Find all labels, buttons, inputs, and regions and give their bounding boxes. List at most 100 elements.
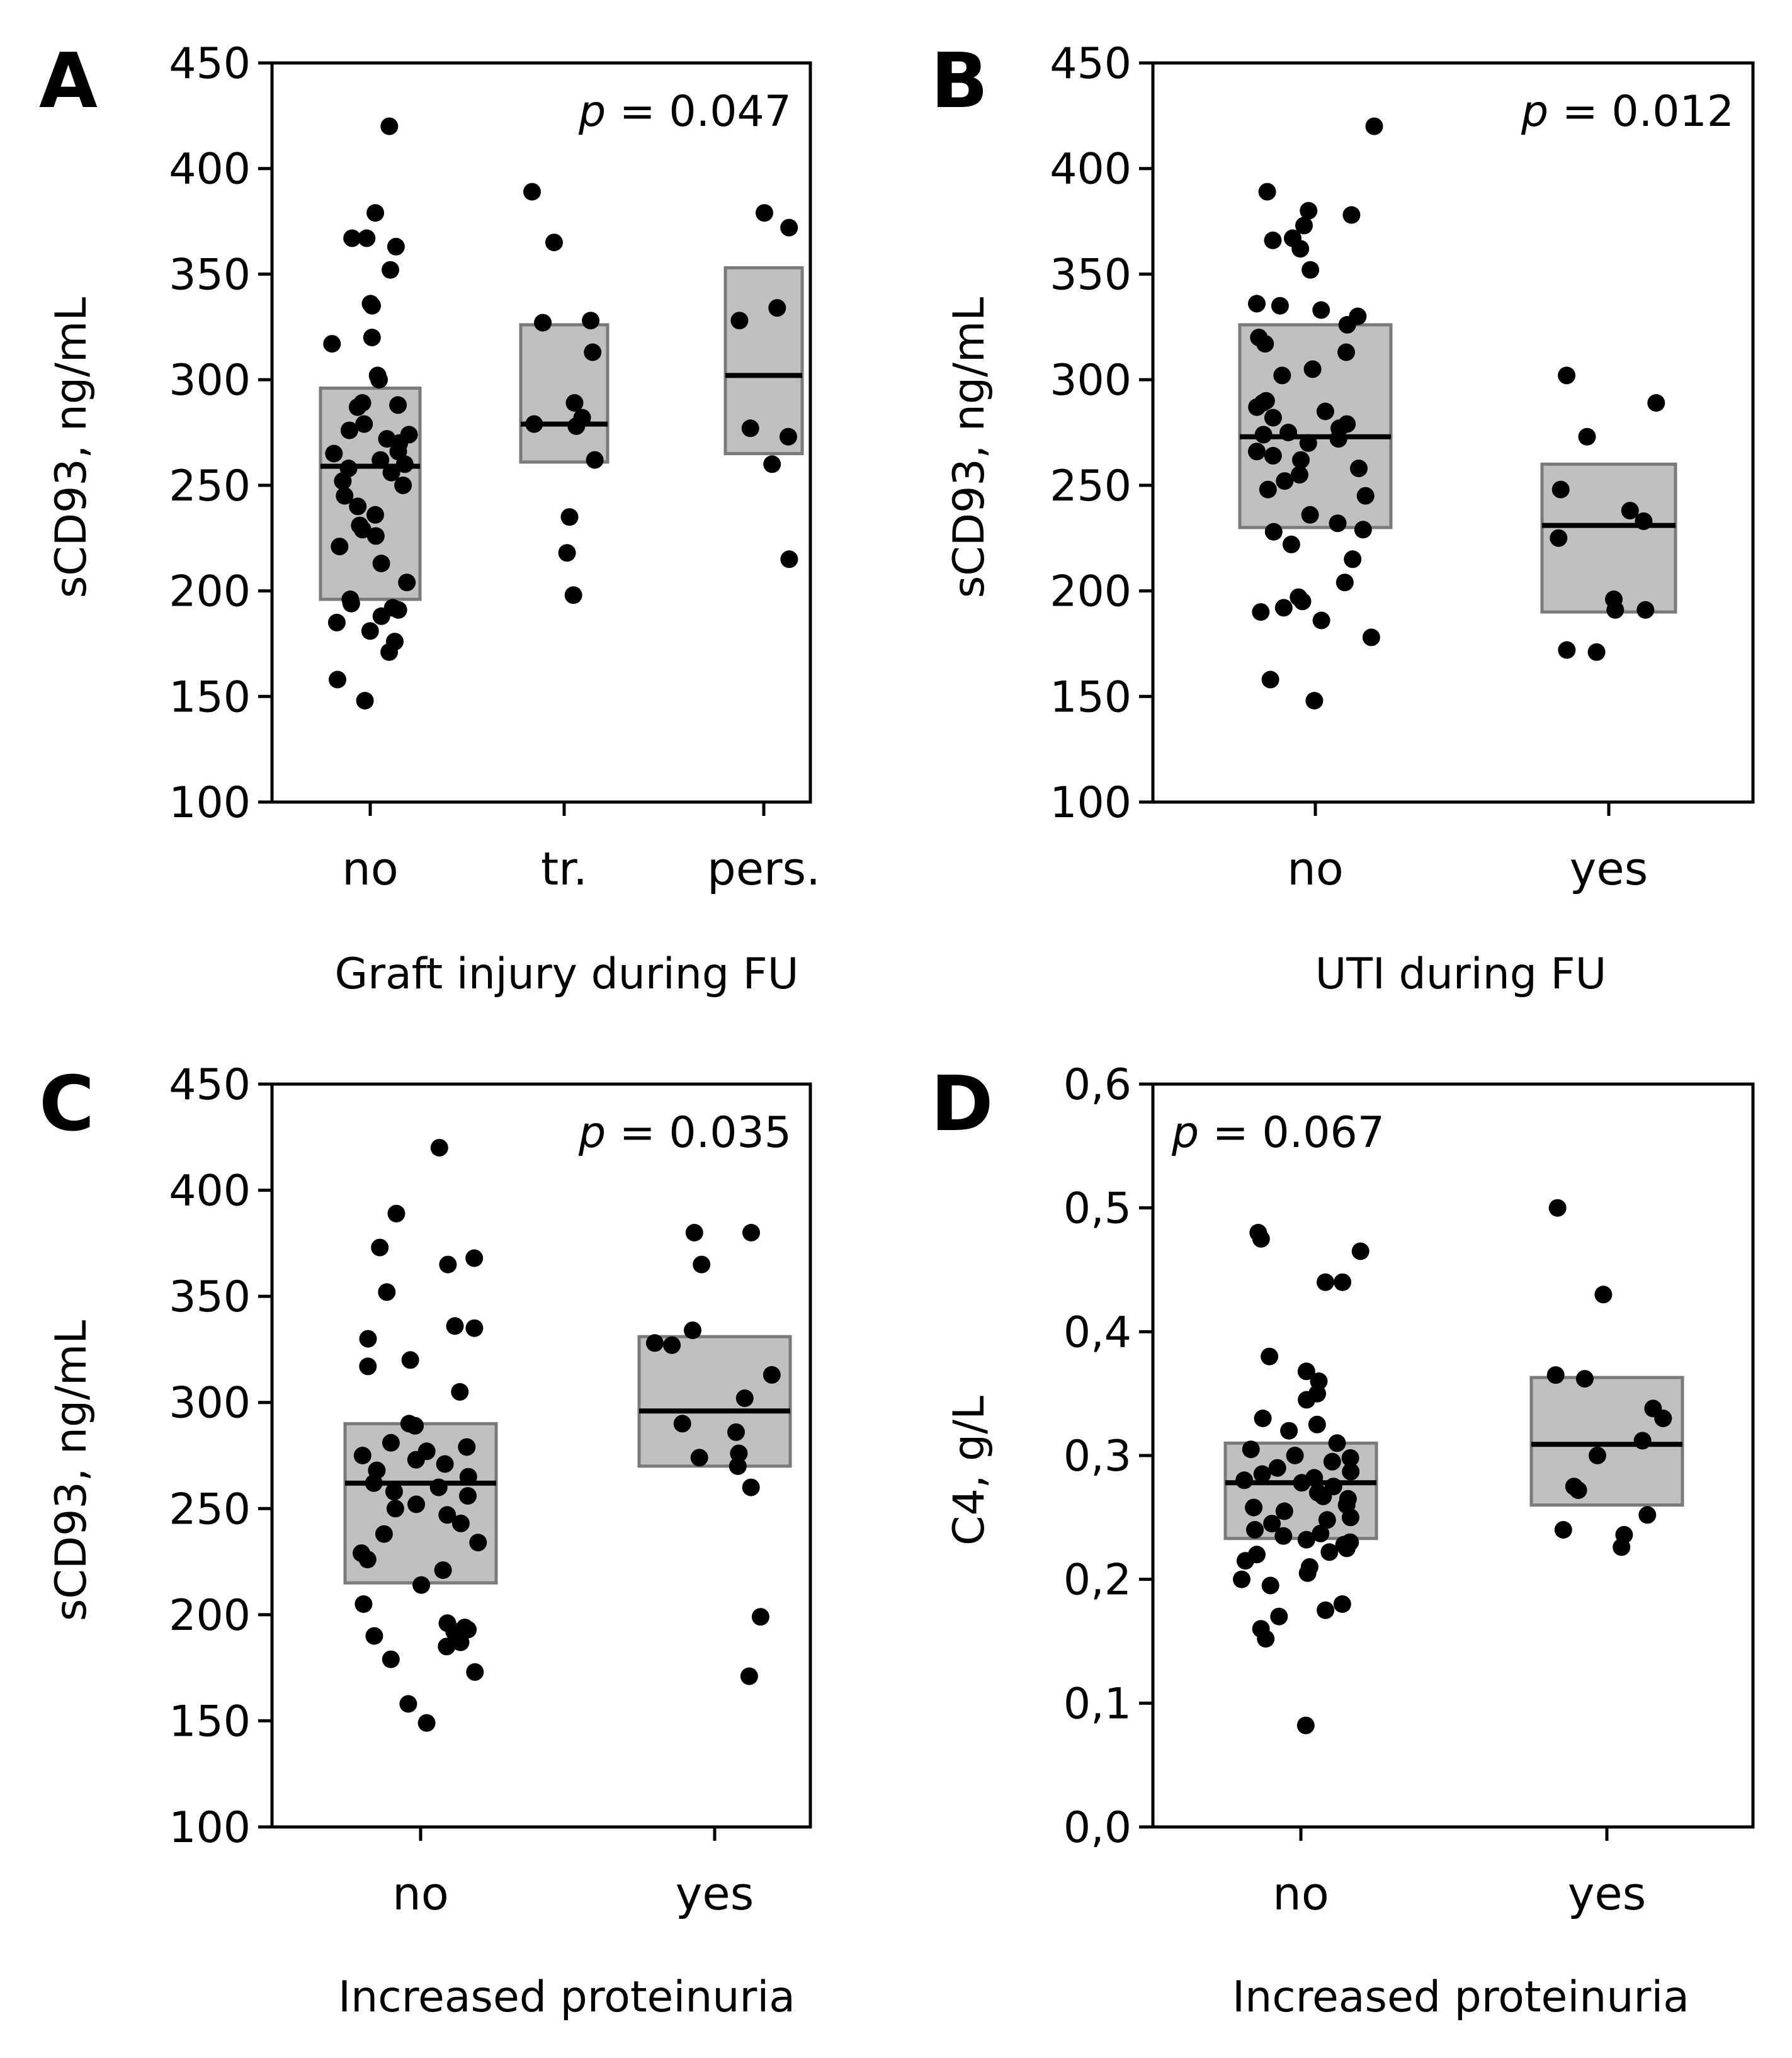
data-point bbox=[343, 229, 361, 247]
data-point bbox=[386, 1500, 404, 1518]
y-tick-label: 100 bbox=[1050, 778, 1131, 828]
data-point bbox=[327, 613, 346, 631]
data-point bbox=[380, 643, 399, 661]
y-tick-label: 250 bbox=[169, 461, 251, 511]
y-tick-label: 350 bbox=[169, 1272, 251, 1322]
data-point bbox=[1253, 1465, 1271, 1483]
data-point bbox=[370, 371, 388, 389]
data-point bbox=[1351, 1242, 1370, 1260]
data-point bbox=[334, 472, 352, 490]
data-point bbox=[1303, 360, 1322, 378]
data-point bbox=[1314, 1487, 1332, 1505]
data-point bbox=[1312, 1524, 1330, 1542]
y-tick-label: 400 bbox=[1050, 145, 1131, 195]
y-axis-title: sCD93, ng/mL bbox=[944, 297, 994, 598]
p-value-prefix: p bbox=[578, 87, 606, 137]
data-point bbox=[1312, 301, 1330, 319]
data-point bbox=[1236, 1552, 1254, 1570]
data-point bbox=[1569, 1481, 1587, 1500]
p-value-text: = 0.047 bbox=[606, 87, 791, 137]
data-point bbox=[756, 204, 773, 222]
y-tick-label: 0,5 bbox=[1063, 1184, 1131, 1234]
data-point bbox=[1334, 1273, 1352, 1291]
y-tick-label: 200 bbox=[1050, 567, 1131, 617]
data-point bbox=[407, 1450, 425, 1469]
y-tick-label: 0,3 bbox=[1063, 1432, 1131, 1481]
data-point bbox=[564, 586, 582, 604]
p-value-annotation: p = 0.047 bbox=[578, 87, 791, 137]
y-tick-label: 450 bbox=[169, 39, 251, 89]
data-point bbox=[331, 538, 349, 556]
data-point bbox=[1298, 1564, 1317, 1582]
data-point bbox=[1589, 1447, 1606, 1464]
plot-frame bbox=[270, 1082, 812, 1829]
data-point bbox=[417, 1714, 436, 1732]
y-axis-title: sCD93, ng/mL bbox=[47, 297, 96, 598]
data-point bbox=[401, 1351, 419, 1369]
data-point bbox=[1257, 1630, 1275, 1648]
data-point bbox=[1300, 201, 1318, 220]
data-point bbox=[584, 343, 602, 361]
data-point bbox=[358, 1551, 377, 1569]
panel-letter: C bbox=[39, 1061, 94, 1148]
data-point bbox=[372, 607, 390, 625]
data-point bbox=[412, 1576, 431, 1594]
y-tick-label: 100 bbox=[169, 1803, 251, 1853]
data-point bbox=[1264, 231, 1282, 249]
x-axis-title: UTI during FU bbox=[1315, 949, 1607, 999]
data-point bbox=[1341, 1508, 1359, 1527]
data-point bbox=[741, 419, 759, 438]
data-point bbox=[465, 1319, 484, 1337]
x-category-label: yes bbox=[1568, 1867, 1646, 1920]
data-point bbox=[436, 1455, 454, 1473]
x-category-label: yes bbox=[1570, 842, 1648, 895]
y-tick-label: 250 bbox=[169, 1484, 251, 1534]
data-point bbox=[407, 1495, 426, 1513]
data-point bbox=[1328, 1434, 1346, 1452]
y-tick-label: 300 bbox=[169, 356, 251, 405]
data-point bbox=[1362, 628, 1380, 647]
data-point bbox=[380, 117, 399, 135]
p-value-annotation: p = 0.035 bbox=[578, 1108, 791, 1158]
p-value-prefix: p bbox=[1171, 1108, 1199, 1158]
data-point bbox=[353, 1447, 371, 1464]
data-point bbox=[354, 1595, 373, 1613]
data-point bbox=[1248, 295, 1266, 313]
y-tick-label: 150 bbox=[1050, 672, 1131, 722]
data-point bbox=[1264, 523, 1283, 541]
data-point bbox=[434, 1561, 452, 1580]
data-point bbox=[438, 1637, 456, 1656]
data-point bbox=[325, 444, 343, 463]
data-point bbox=[1365, 117, 1383, 135]
data-point bbox=[1350, 460, 1368, 477]
y-tick-label: 150 bbox=[169, 672, 251, 722]
data-point bbox=[1558, 366, 1576, 385]
y-axis-title: sCD93, ng/mL bbox=[47, 1320, 96, 1621]
data-point bbox=[1613, 1538, 1631, 1556]
data-point bbox=[1312, 611, 1330, 630]
data-point bbox=[558, 544, 576, 562]
data-point bbox=[366, 204, 385, 222]
y-tick-label: 450 bbox=[169, 1060, 251, 1110]
y-tick-label: 400 bbox=[169, 145, 251, 195]
x-category-label: no bbox=[342, 842, 399, 895]
x-category-label: tr. bbox=[541, 842, 587, 895]
data-point bbox=[385, 1483, 403, 1501]
data-point bbox=[1261, 1576, 1279, 1595]
data-point bbox=[366, 527, 385, 545]
data-point bbox=[1329, 514, 1347, 533]
p-value-text: = 0.067 bbox=[1199, 1108, 1385, 1158]
data-point bbox=[340, 421, 358, 439]
data-point bbox=[382, 1650, 400, 1668]
data-point bbox=[523, 183, 541, 201]
panel-letter: D bbox=[931, 1061, 994, 1148]
data-point bbox=[446, 1317, 464, 1335]
data-point bbox=[355, 415, 373, 433]
data-point bbox=[729, 1457, 747, 1475]
data-point bbox=[1293, 592, 1312, 611]
y-tick-label: 350 bbox=[169, 250, 251, 300]
panel-c: 100 150 200 250 300 350 400 450 no yes Increased p… bbox=[39, 1060, 812, 2022]
p-value-text: = 0.012 bbox=[1548, 87, 1734, 137]
data-point bbox=[763, 455, 781, 473]
data-point bbox=[768, 299, 786, 317]
